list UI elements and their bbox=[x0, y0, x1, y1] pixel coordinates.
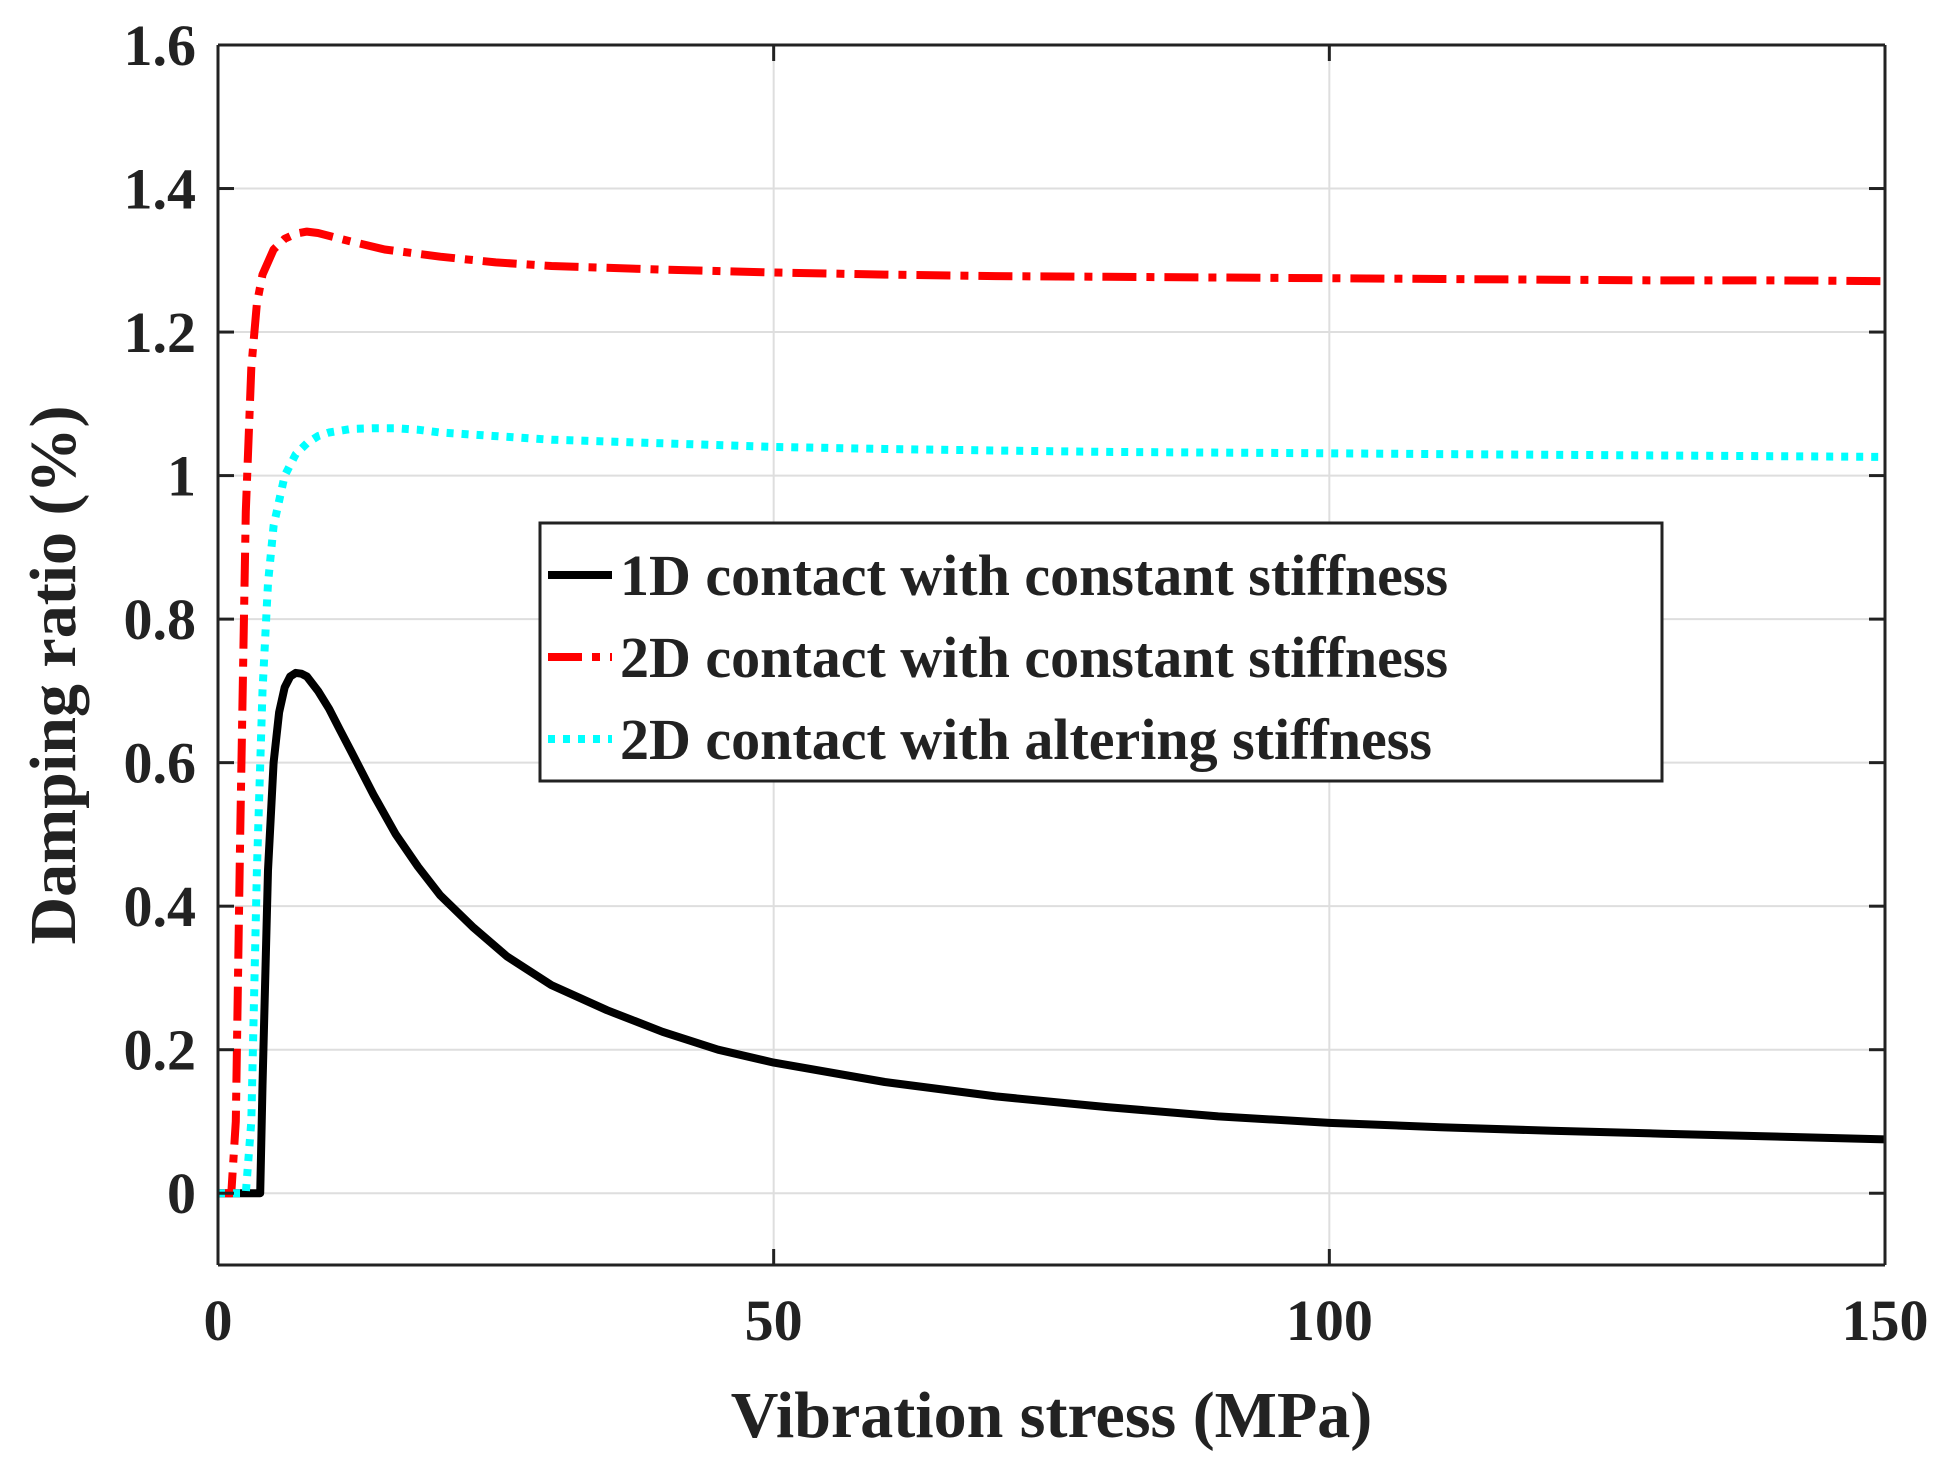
series-line-1 bbox=[218, 668, 1886, 1198]
y-tick-label: 1.4 bbox=[124, 157, 197, 222]
tick-labels: 0 50 100 150 0 0.2 0.4 0.6 0.8 1 1.2 1.4 1.6 bbox=[124, 13, 1929, 1353]
y-tick-label: 1.2 bbox=[124, 300, 197, 365]
legend-label-1: 1D contact with constant stiffness bbox=[620, 543, 1448, 608]
legend-box bbox=[538, 521, 1664, 783]
x-tick-label: 0 bbox=[204, 1288, 233, 1353]
x-tick-label: 50 bbox=[745, 1288, 803, 1353]
legend-label-3: 2D contact with altering stiffness bbox=[620, 707, 1432, 772]
y-axis-title: Damping ratio (%) bbox=[17, 406, 90, 945]
series-line-3 bbox=[218, 424, 1886, 1198]
series-lines bbox=[218, 227, 1886, 1198]
x-tick-label: 150 bbox=[1842, 1288, 1929, 1353]
legend-label-2: 2D contact with constant stiffness bbox=[620, 625, 1448, 690]
series-line-2 bbox=[218, 227, 1886, 1198]
x-axis-title: Vibration stress (MPa) bbox=[731, 1379, 1373, 1452]
y-tick-label: 0.6 bbox=[124, 731, 197, 796]
y-tick-label: 1.6 bbox=[124, 13, 197, 78]
x-tick-label: 100 bbox=[1286, 1288, 1373, 1353]
axes bbox=[216, 43, 1887, 1267]
y-tick-label: 0.2 bbox=[124, 1018, 197, 1083]
y-tick-label: 0.4 bbox=[124, 874, 197, 939]
y-tick-label: 1 bbox=[167, 444, 196, 509]
y-tick-label: 0.8 bbox=[124, 587, 197, 652]
legend: 1D contact with constant stiffness 2D con… bbox=[538, 521, 1664, 783]
y-tick-label: 0 bbox=[167, 1161, 196, 1226]
